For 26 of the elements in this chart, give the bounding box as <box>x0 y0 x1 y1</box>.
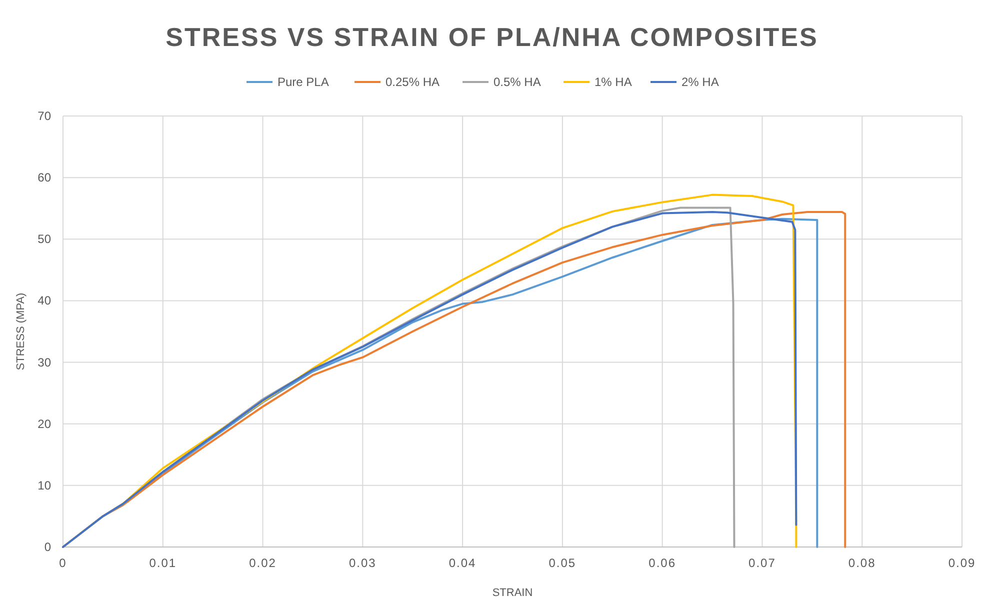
x-tick-label: 0.07 <box>748 556 776 570</box>
x-tick-label: 0.03 <box>348 556 376 570</box>
legend-label: 2% HA <box>682 75 719 89</box>
x-tick-label: 0.09 <box>948 556 976 570</box>
x-tick-label: 0.05 <box>548 556 576 570</box>
x-tick-label: 0 <box>59 556 67 570</box>
y-tick-label: 60 <box>38 170 52 185</box>
y-tick-label: 70 <box>38 109 52 123</box>
y-tick-label: 50 <box>38 232 52 246</box>
legend-label: 0.5% HA <box>494 75 541 89</box>
y-tick-label: 20 <box>38 416 52 431</box>
y-tick-label: 40 <box>38 294 52 308</box>
x-axis-title: STRAIN <box>492 587 533 599</box>
legend-label: Pure PLA <box>278 75 329 89</box>
y-tick-label: 10 <box>38 478 52 492</box>
y-tick-label: 0 <box>44 540 52 554</box>
chart-title: STRESS VS STRAIN OF PLA/NHA COMPOSITES <box>166 22 818 52</box>
y-axis-title: STRESS (MPA) <box>15 292 27 370</box>
legend-label: 1% HA <box>594 75 632 89</box>
x-tick-label: 0.02 <box>249 556 276 570</box>
x-tick-label: 0.06 <box>648 556 676 570</box>
x-tick-label: 0.08 <box>848 556 876 570</box>
x-tick-label: 0.01 <box>149 556 177 570</box>
legend-label: 0.25% HA <box>386 75 440 89</box>
x-tick-label: 0.04 <box>448 556 476 570</box>
y-tick-label: 30 <box>38 355 52 370</box>
